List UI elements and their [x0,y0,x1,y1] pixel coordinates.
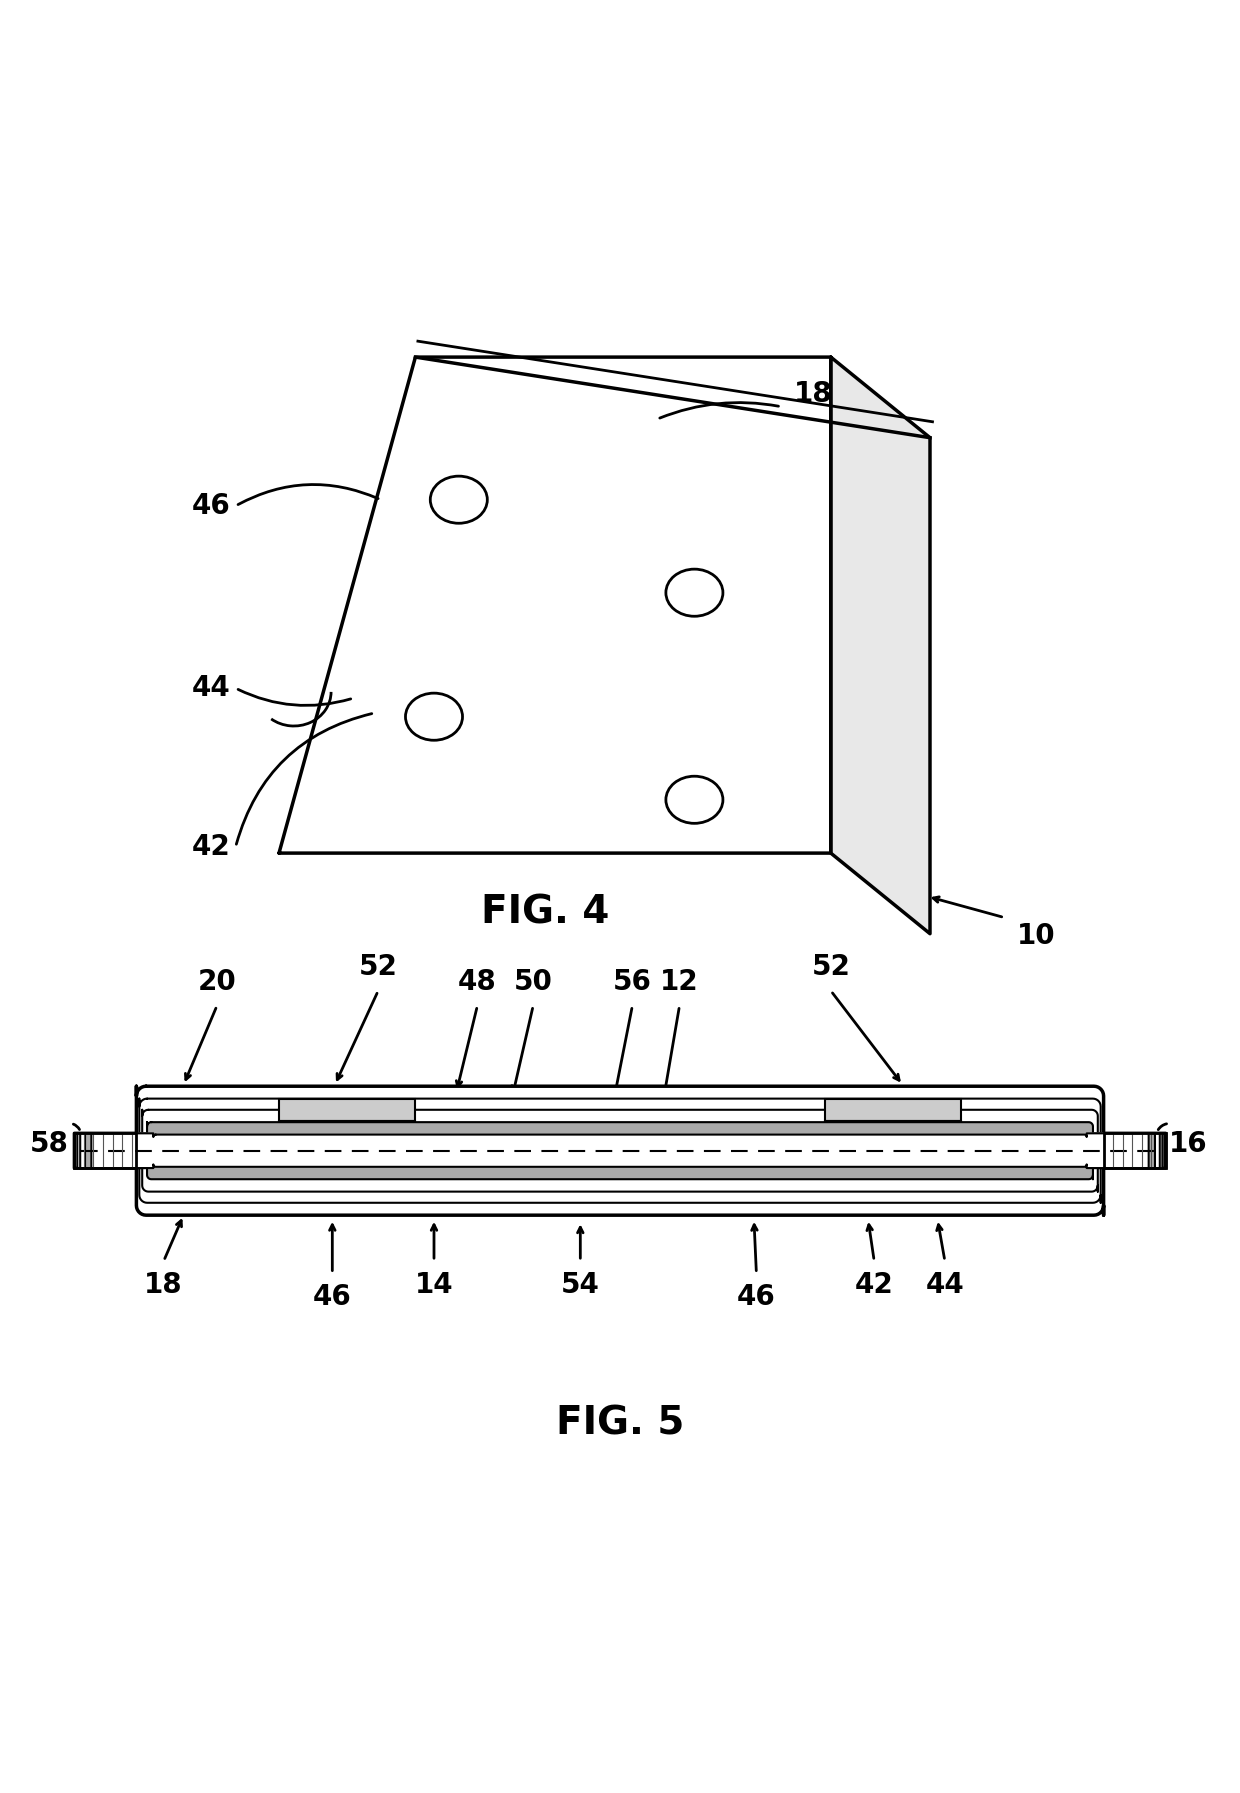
Text: 12: 12 [660,968,699,995]
Polygon shape [77,1099,1163,1203]
Polygon shape [279,357,831,853]
Text: 18: 18 [144,1271,184,1298]
Bar [74,1133,136,1167]
Text: FIG. 4: FIG. 4 [481,893,610,932]
Text: 54: 54 [560,1271,600,1298]
Polygon shape [74,1087,1166,1216]
Text: 18: 18 [794,380,832,409]
Text: 58: 58 [30,1131,69,1158]
Text: 48: 48 [458,968,497,995]
Text: 14: 14 [414,1271,454,1298]
Text: 46: 46 [192,491,231,520]
Text: 42: 42 [854,1271,894,1298]
Polygon shape [92,1133,1148,1167]
Text: 52: 52 [811,952,851,981]
Text: 52: 52 [358,952,398,981]
Polygon shape [86,1122,1154,1180]
Text: FIG. 5: FIG. 5 [556,1404,684,1443]
Polygon shape [831,357,930,934]
Text: 56: 56 [613,968,652,995]
Text: 42: 42 [192,834,231,861]
Text: 46: 46 [312,1284,352,1311]
Text: 44: 44 [925,1271,965,1298]
Text: 16: 16 [1168,1131,1208,1158]
Bar [1104,1133,1166,1167]
Bar [825,1099,961,1121]
Text: 50: 50 [513,968,553,995]
Text: 20: 20 [197,968,237,995]
Text: 46: 46 [737,1284,776,1311]
Text: 44: 44 [192,674,231,703]
Bar [279,1099,415,1121]
Text: 10: 10 [1017,922,1055,950]
Polygon shape [81,1110,1159,1192]
